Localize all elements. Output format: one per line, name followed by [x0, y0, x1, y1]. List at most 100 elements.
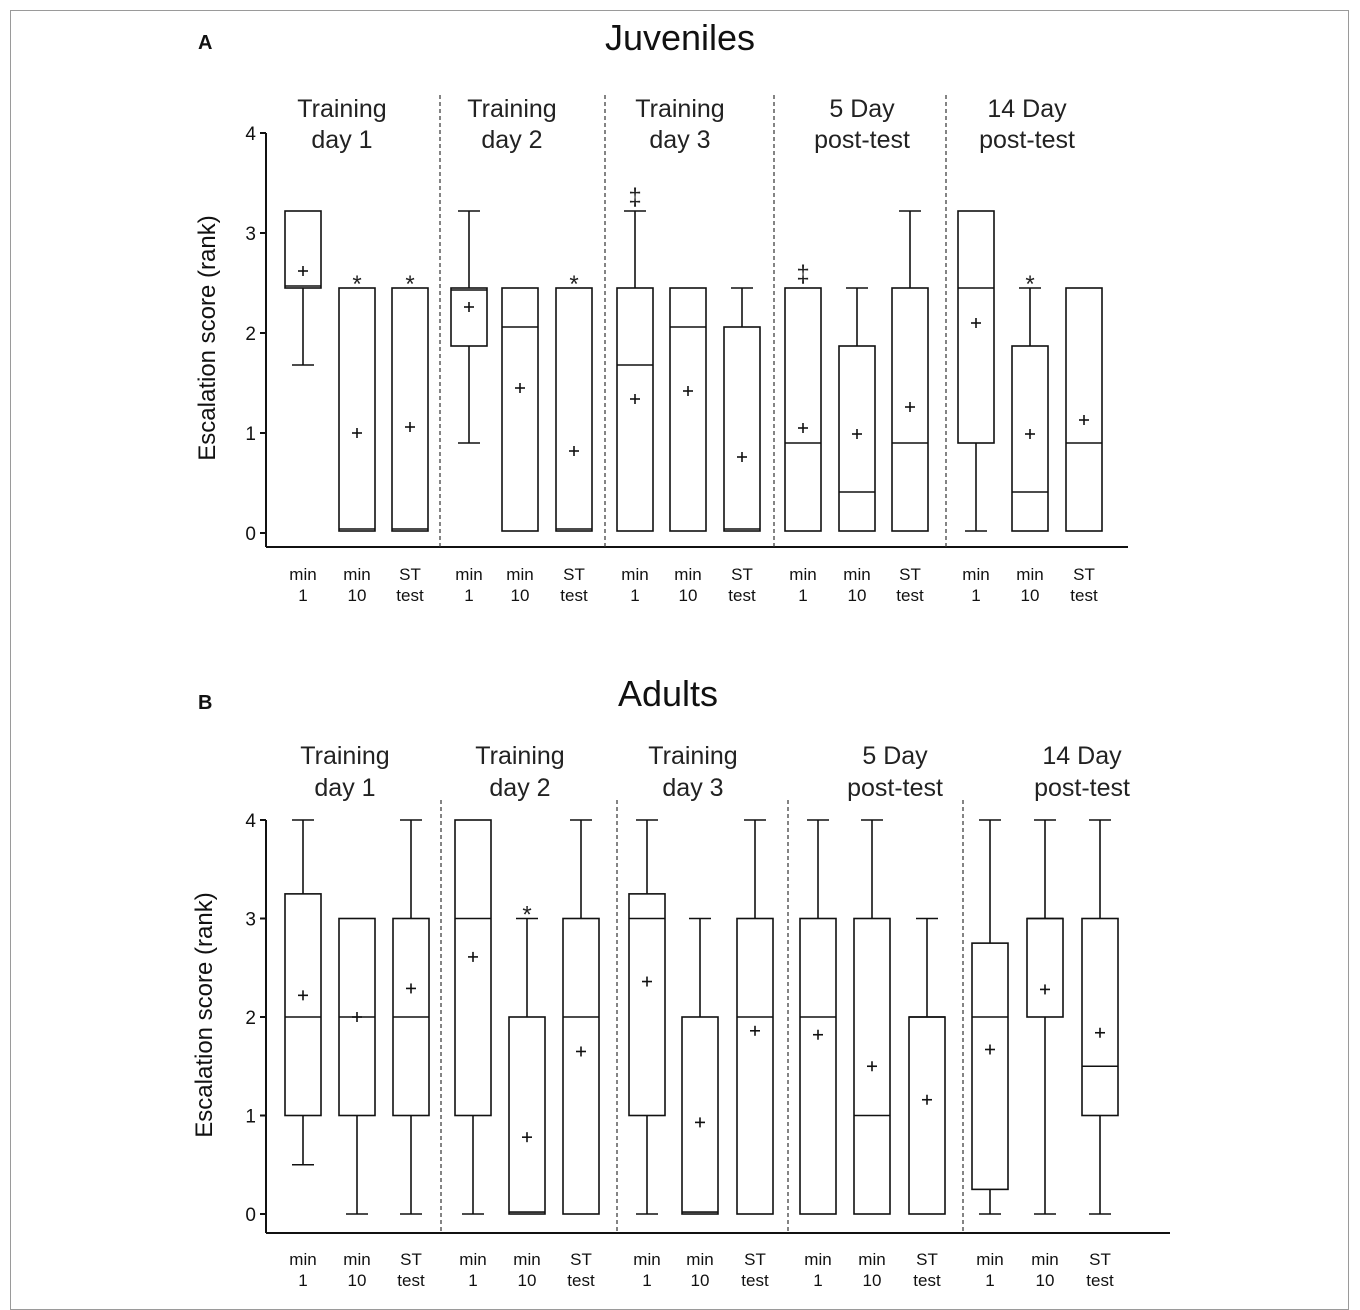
category-label-line2: test — [913, 1271, 941, 1290]
box — [957, 210, 995, 444]
category-label-line2: 1 — [298, 586, 307, 605]
group-label-line2: day 2 — [481, 126, 542, 154]
box — [1081, 917, 1119, 1117]
box — [616, 287, 654, 532]
category-label-line1: min — [621, 565, 648, 584]
category-label-line1: min — [962, 565, 989, 584]
group-label-line2: day 1 — [311, 126, 372, 154]
group-label-line2: post-test — [814, 126, 910, 154]
category-label-line2: 1 — [642, 1271, 651, 1290]
y-tick-label: 4 — [245, 124, 256, 145]
box — [284, 210, 322, 289]
category-label-line2: test — [397, 1271, 425, 1290]
category-label-line1: ST — [563, 565, 585, 584]
significance-annotation: ‡ — [796, 261, 809, 288]
chart-title: Juveniles — [605, 17, 755, 58]
panel-adults: B Adults Escalation score (rank) 0 1 2 3 4 Train… — [191, 673, 1170, 1290]
significance-annotation: * — [522, 902, 531, 929]
box — [562, 917, 600, 1215]
category-label-line1: ST — [400, 1250, 422, 1269]
box — [681, 1016, 719, 1215]
category-label-line2: 10 — [848, 586, 867, 605]
group-label-line1: 5 Day — [862, 742, 928, 770]
box — [723, 326, 761, 532]
y-tick-label: 2 — [245, 1008, 256, 1029]
box — [736, 917, 774, 1215]
category-label-line2: test — [741, 1271, 769, 1290]
box — [838, 345, 876, 532]
category-label-line2: 1 — [813, 1271, 822, 1290]
category-label-line1: min — [513, 1250, 540, 1269]
category-label-line2: 10 — [348, 1271, 367, 1290]
category-label-line1: min — [789, 565, 816, 584]
group-label-line1: 5 Day — [829, 95, 895, 123]
y-tick-label: 1 — [245, 1107, 256, 1128]
category-label-line1: ST — [916, 1250, 938, 1269]
box — [454, 819, 492, 1117]
category-label-line2: 1 — [468, 1271, 477, 1290]
category-label-line2: test — [396, 586, 424, 605]
category-label-line1: min — [804, 1250, 831, 1269]
box — [501, 287, 539, 532]
category-label-line1: min — [686, 1250, 713, 1269]
category-label-line2: 10 — [348, 586, 367, 605]
category-label-line2: test — [567, 1271, 595, 1290]
category-label-line1: min — [343, 1250, 370, 1269]
category-label-line1: ST — [899, 565, 921, 584]
category-label-line2: 10 — [863, 1271, 882, 1290]
category-label-line1: min — [674, 565, 701, 584]
category-label-line2: 10 — [691, 1271, 710, 1290]
category-label-line2: 1 — [630, 586, 639, 605]
box — [908, 1016, 946, 1215]
group-label-line1: 14 Day — [1042, 742, 1122, 770]
box — [450, 287, 488, 347]
group-label-line1: Training — [635, 95, 724, 123]
chart-title: Adults — [618, 673, 718, 714]
group-label-line1: Training — [475, 742, 564, 770]
category-label-line2: test — [560, 586, 588, 605]
panel-label: A — [198, 32, 212, 54]
panel-juveniles: A Juveniles Escalation score (rank) 0 1 2 3 4 Tr… — [194, 17, 1128, 605]
box — [338, 287, 376, 532]
category-label-line1: ST — [731, 565, 753, 584]
y-axis-label: Escalation score (rank) — [191, 892, 218, 1137]
box — [891, 287, 929, 532]
box — [555, 287, 593, 532]
group-label-line2: day 3 — [649, 126, 710, 154]
significance-annotation: ‡ — [628, 184, 641, 211]
group-label-line1: Training — [467, 95, 556, 123]
category-label-line2: 10 — [511, 586, 530, 605]
box — [1011, 345, 1049, 532]
category-label-line1: min — [1031, 1250, 1058, 1269]
box — [284, 893, 322, 1117]
category-label-line1: min — [289, 1250, 316, 1269]
group-label-line2: post-test — [847, 774, 943, 802]
y-axis-label: Escalation score (rank) — [194, 215, 221, 460]
category-label-line2: test — [1086, 1271, 1114, 1290]
y-tick-label: 1 — [245, 424, 256, 445]
box — [669, 287, 707, 532]
significance-annotation: * — [352, 271, 361, 298]
y-tick-label: 3 — [245, 224, 256, 245]
group-label-line2: day 2 — [489, 774, 550, 802]
category-label-line2: 10 — [518, 1271, 537, 1290]
category-label-line1: min — [459, 1250, 486, 1269]
category-label-line2: 1 — [298, 1271, 307, 1290]
category-label-line2: 1 — [985, 1271, 994, 1290]
box — [853, 917, 891, 1215]
group-label-line1: 14 Day — [987, 95, 1067, 123]
category-label-line1: min — [343, 565, 370, 584]
category-label-line1: min — [455, 565, 482, 584]
category-label-line1: ST — [1073, 565, 1095, 584]
group-label-line1: Training — [648, 742, 737, 770]
category-label-line2: 1 — [798, 586, 807, 605]
group-label-line2: day 3 — [662, 774, 723, 802]
box — [971, 942, 1009, 1191]
category-label-line2: 10 — [679, 586, 698, 605]
category-label-line1: min — [843, 565, 870, 584]
box — [799, 917, 837, 1215]
category-label-line2: 1 — [971, 586, 980, 605]
box — [1026, 917, 1064, 1018]
group-label-line1: Training — [297, 95, 386, 123]
y-tick-label: 4 — [245, 811, 256, 832]
